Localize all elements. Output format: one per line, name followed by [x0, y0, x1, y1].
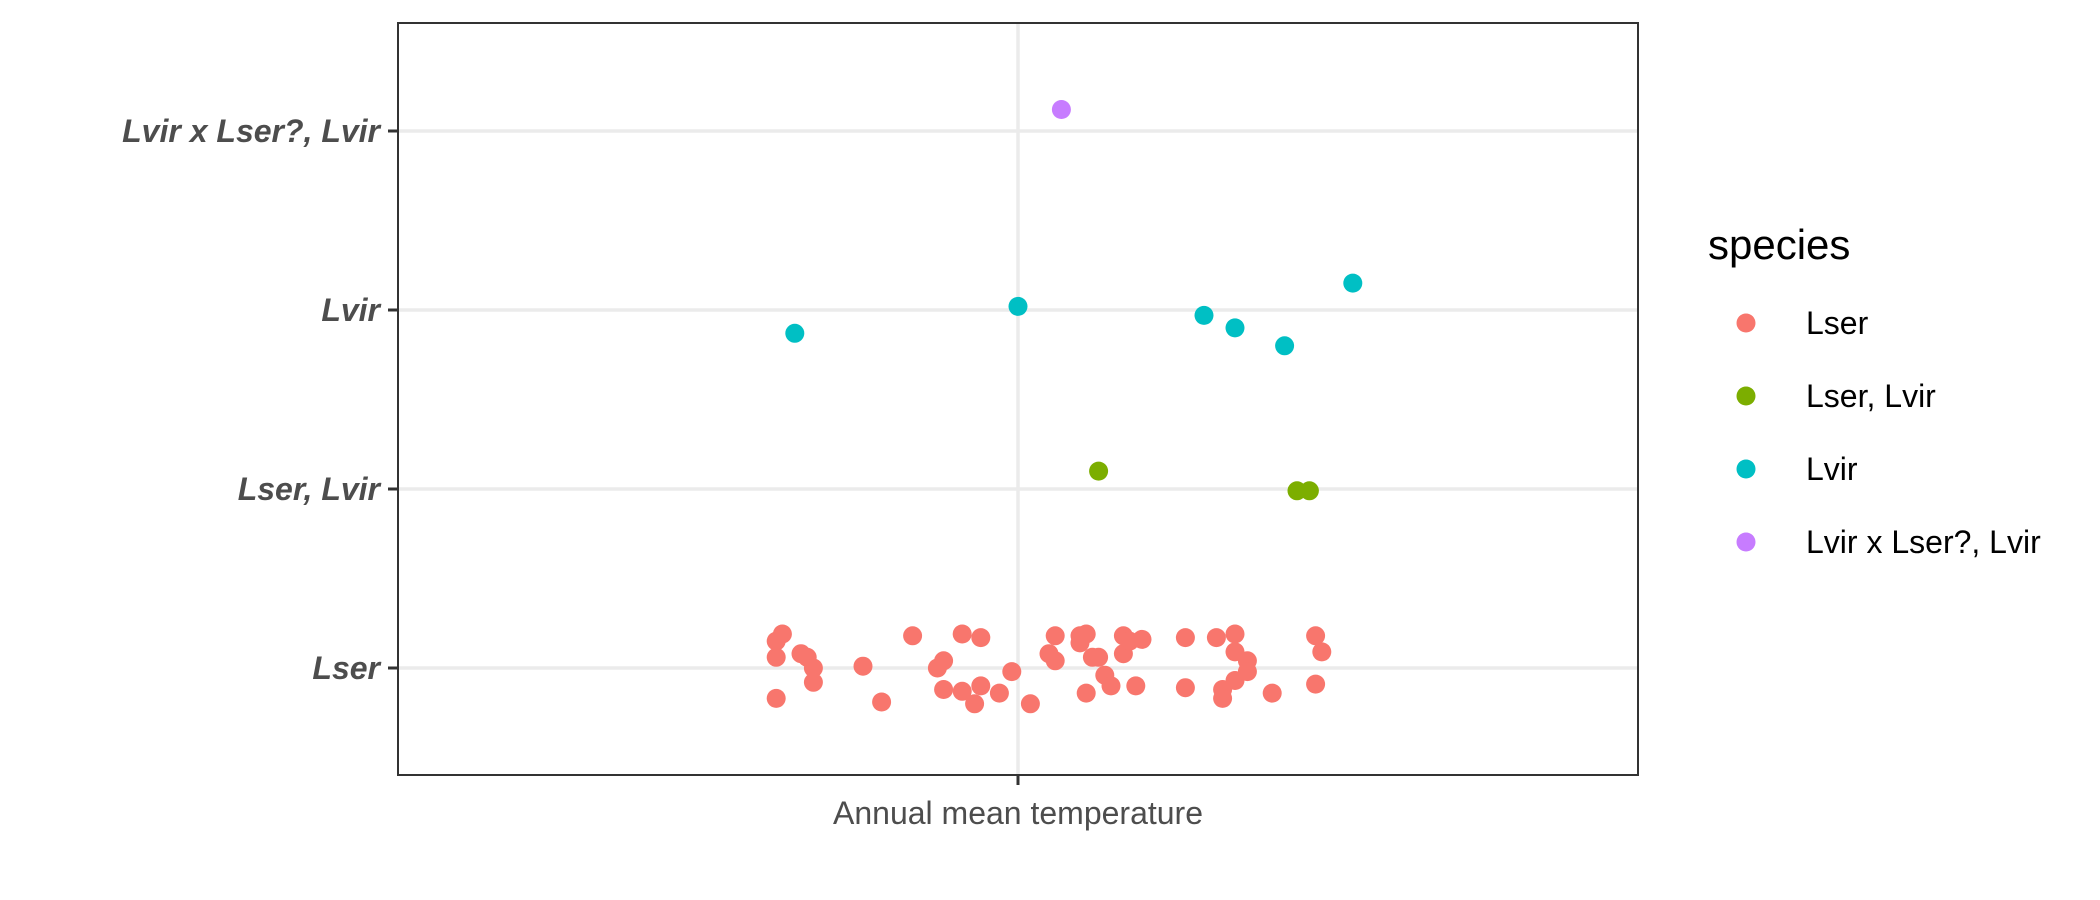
data-point [1020, 694, 1040, 714]
data-point [1101, 676, 1121, 696]
data-point [872, 692, 892, 712]
data-point [772, 624, 792, 644]
data-points [766, 100, 1363, 714]
data-point [1132, 629, 1152, 649]
data-point [1225, 318, 1245, 338]
data-point [1306, 674, 1326, 694]
legend-key [1736, 459, 1756, 479]
y-tick-label: Lser, Lvir [238, 471, 382, 507]
legend-label: Lser [1806, 305, 1869, 341]
data-point [1306, 626, 1326, 646]
data-point [989, 683, 1009, 703]
x-tick-label: Annual mean temperature [833, 795, 1203, 831]
data-point [1225, 624, 1245, 644]
data-point [1045, 626, 1065, 646]
legend-key [1736, 532, 1756, 552]
data-point [803, 672, 823, 692]
legend-label: Lvir [1806, 451, 1858, 487]
data-point [1237, 662, 1257, 682]
data-point [1089, 647, 1109, 667]
y-tick-label: Lvir [321, 292, 381, 328]
data-point [766, 647, 786, 667]
data-point [1089, 461, 1109, 481]
legend-label: Lser, Lvir [1806, 378, 1936, 414]
data-point [1045, 651, 1065, 671]
legend-label: Lvir x Lser?, Lvir [1806, 524, 2041, 560]
data-point [965, 694, 985, 714]
data-point [1076, 624, 1096, 644]
legend-key [1736, 313, 1756, 333]
data-point [903, 626, 923, 646]
data-point [1194, 305, 1214, 325]
data-point [1206, 628, 1226, 648]
data-point [1051, 100, 1071, 119]
data-point [1002, 662, 1022, 682]
data-point [952, 681, 972, 701]
data-point [1275, 336, 1295, 356]
data-point [1175, 678, 1195, 698]
data-point [1126, 676, 1146, 696]
legend-key [1736, 386, 1756, 406]
data-point [1312, 642, 1332, 662]
x-axis: Annual mean temperature [833, 775, 1203, 831]
data-point [1343, 273, 1363, 293]
data-point [971, 628, 991, 648]
data-point [1213, 688, 1233, 708]
data-point [803, 658, 823, 678]
data-point [1008, 296, 1028, 316]
data-point [785, 323, 805, 343]
data-point [1175, 628, 1195, 648]
data-point [766, 688, 786, 708]
data-point [853, 656, 873, 676]
y-tick-label: Lser [312, 650, 381, 686]
data-point [934, 680, 954, 699]
data-point [952, 624, 972, 644]
y-tick-label: Lvir x Lser?, Lvir [122, 113, 381, 149]
data-point [971, 676, 991, 696]
data-point [1076, 683, 1096, 703]
data-point [934, 651, 954, 671]
data-point [1262, 683, 1282, 703]
legend: species Lser Lser, Lvir Lvir Lvir x Lser?, … [1708, 221, 2041, 560]
legend-title: species [1708, 221, 1850, 268]
data-point [1299, 481, 1319, 501]
y-axis: Lser Lser, Lvir Lvir Lvir x Lser?, Lvir [122, 113, 398, 686]
